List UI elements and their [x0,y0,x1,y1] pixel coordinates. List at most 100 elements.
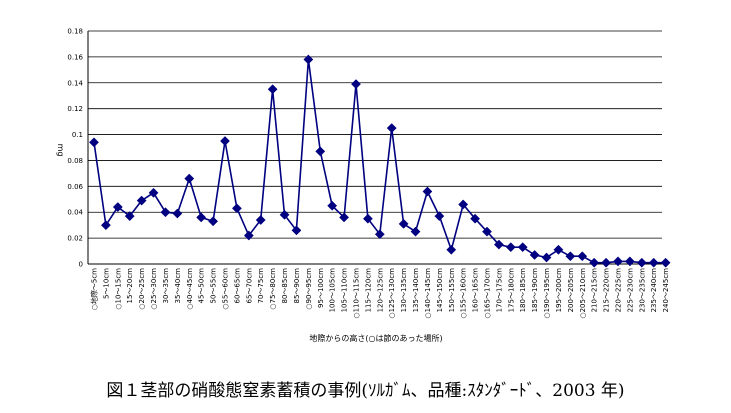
x-tick-label: ○190～195cm [543,268,551,319]
data-point [267,84,278,95]
data-point [243,230,254,241]
figure-caption: 図１茎部の硝酸態窒素蓄積の事例(ｿﾙｶﾞﾑ、品種:ｽﾀﾝﾀﾞｰﾄﾞ、2003 年… [106,381,625,401]
x-tick-label: 105～110cm [341,268,349,313]
data-point [624,256,635,267]
data-point [577,251,588,262]
data-point [291,225,302,236]
data-point [613,256,623,267]
x-tick-label: ○165～170cm [483,268,491,319]
data-point [493,239,504,250]
x-tick-label: 45～50cm [198,268,206,304]
x-tick-label: ○155～160cm [460,268,468,319]
y-tick-label: 0.12 [67,105,83,113]
data-point [362,213,373,224]
x-tick-label: 210～215cm [591,268,599,313]
x-tick-label: 100～105cm [329,268,337,313]
data-point [184,173,195,184]
data-point [505,242,516,253]
x-tick-label: 170～175cm [495,268,503,313]
data-point [529,249,540,260]
data-point [398,218,409,229]
y-tick-label: 0.16 [67,53,83,61]
gridlines [88,30,662,239]
x-tick-label: ○140～145cm [424,268,432,319]
data-point [208,216,219,227]
x-tick-label: 180～185cm [519,268,527,313]
data-point [374,229,385,240]
data-point [160,207,171,218]
x-tick-label: 120～125cm [376,268,384,313]
y-tick-labels: 0 0.02 0.04 0.06 0.08 0.1 0.12 0.14 0.16 0.18 [67,28,83,269]
data-point [565,251,576,262]
x-tick-label: 200～205cm [567,268,575,313]
x-tick-label: ○10～15cm [114,268,122,310]
data-point [410,226,421,237]
x-tick-label: ○90～95cm [305,268,313,310]
x-tick-label: 175～180cm [507,268,515,313]
data-point [339,212,350,223]
data-point [386,123,397,134]
data-point [351,79,361,90]
data-point [172,208,183,219]
data-point [89,137,99,148]
x-tick-label: ○地際～5cm [90,268,99,310]
x-tick-label: ○125～130cm [388,268,396,319]
y-tick-label: 0 [79,261,83,269]
data-point [553,244,564,255]
x-tick-label: 50～55cm [210,268,218,304]
data-point [148,187,159,198]
data-point [124,211,135,222]
y-tick-label: 0.08 [67,157,83,165]
x-tick-label: 30～35cm [162,268,170,304]
data-point [231,203,242,214]
data-series [89,54,671,268]
x-tick-label: 240～245cm [662,268,670,313]
y-tick-label: 0.18 [67,28,83,36]
x-tick-labels: ○地際～5cm 5～10cm ○10～15cm 15～20cm ○20～25cm ○25～… [90,268,671,319]
x-tick-label: ○25～30cm [150,268,158,310]
data-point [303,54,314,65]
data-point [517,242,528,253]
data-point [196,212,207,223]
data-point [100,220,111,231]
data-point [434,211,445,222]
data-point [446,244,457,255]
data-point [589,257,600,268]
x-tick-label: ○20～25cm [138,268,146,310]
x-tick-label: 230～235cm [638,268,646,313]
data-point [660,257,671,268]
y-tick-label: 0.04 [67,209,83,217]
x-tick-label: 80～85cm [281,268,289,304]
x-tick-label: 160～165cm [472,268,480,313]
y-tick-label: 0.14 [67,79,83,87]
x-tick-label: 85～90cm [293,268,301,304]
data-point [327,200,338,211]
data-point [470,213,481,224]
x-tick-label: 225～230cm [626,268,634,313]
x-tick-label: 15～20cm [126,268,134,304]
data-point [458,199,469,210]
x-tick-label: 195～200cm [555,268,563,313]
x-tick-label: 135～140cm [412,268,420,313]
data-point [541,252,552,263]
x-tick-label: 5～10cm [102,268,110,299]
x-tick-label: 65～70cm [245,268,253,304]
x-tick-label: 185～190cm [531,268,539,313]
x-tick-label: 35～40cm [174,268,182,304]
data-point [636,257,647,268]
data-point [482,226,492,237]
data-point [279,209,290,220]
x-tick-label: 235～240cm [650,268,658,313]
x-tick-label: ○40～45cm [186,268,194,310]
x-tick-label: 130～135cm [400,268,408,313]
data-point [255,215,266,225]
data-point [112,202,123,212]
x-tick-label: ○110～115cm [352,268,360,319]
x-tick-label: ○205～210cm [579,268,587,319]
y-axis-label: mg [56,144,65,157]
y-tick-label: 0.06 [67,183,83,191]
data-point [422,186,433,197]
x-tick-label: 115～120cm [364,268,372,313]
